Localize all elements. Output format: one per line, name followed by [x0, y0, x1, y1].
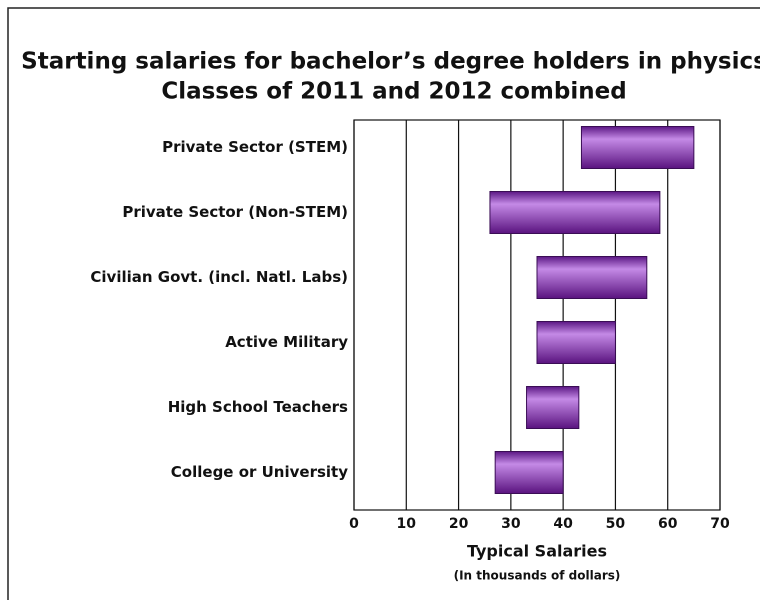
x-tick-label: 40 [553, 516, 573, 532]
plot-border [353, 119, 721, 511]
chart-subtitle: Classes of 2011 and 2012 combined [161, 79, 626, 105]
y-tick-label: Active Military [225, 333, 348, 351]
bar [536, 256, 648, 299]
x-tick-label: 50 [606, 516, 626, 532]
y-tick-label: College or University [171, 463, 348, 481]
y-tick-label: Private Sector (Non-STEM) [122, 203, 348, 221]
x-axis-label: Typical Salaries [467, 542, 607, 561]
bar [494, 451, 564, 494]
bar [526, 386, 580, 429]
x-tick-label: 60 [658, 516, 678, 532]
x-tick-label: 0 [349, 516, 359, 532]
x-axis-sublabel: (In thousands of dollars) [454, 569, 621, 583]
y-tick-label: Civilian Govt. (incl. Natl. Labs) [90, 268, 348, 286]
y-tick-label: Private Sector (STEM) [162, 138, 348, 156]
bar [580, 126, 695, 169]
bar [489, 191, 661, 234]
x-tick-label: 20 [449, 516, 469, 532]
x-tick-label: 10 [397, 516, 417, 532]
chart-title: Starting salaries for bachelor’s degree … [21, 49, 760, 75]
x-tick-label: 70 [710, 516, 730, 532]
bar [536, 321, 616, 364]
frame [7, 7, 760, 600]
y-tick-label: High School Teachers [168, 398, 348, 416]
x-tick-label: 30 [501, 516, 521, 532]
